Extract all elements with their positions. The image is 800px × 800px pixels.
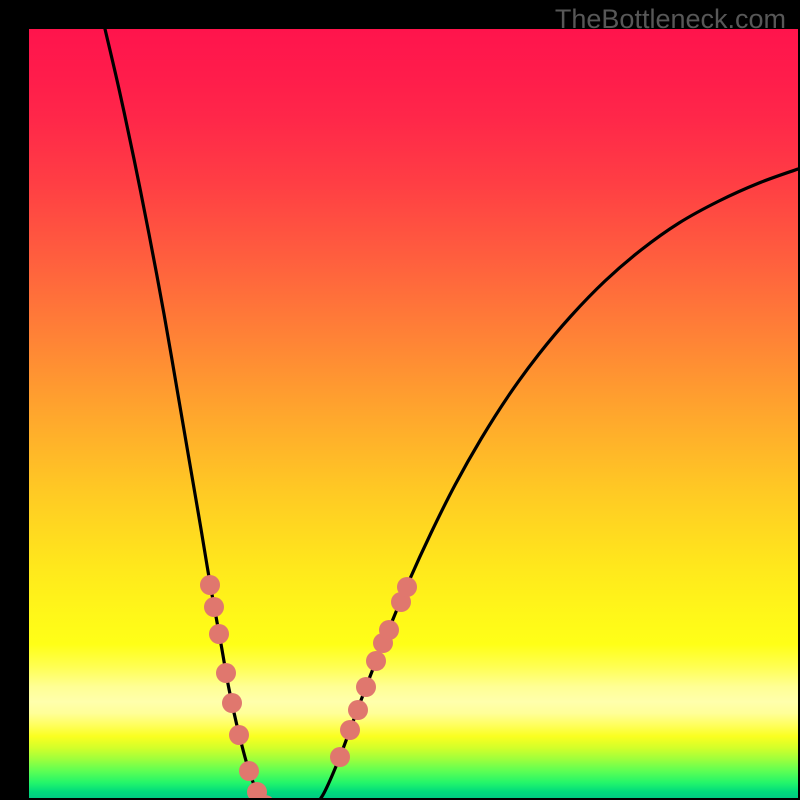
data-marker [356, 677, 376, 697]
data-marker [229, 725, 249, 745]
data-marker [348, 700, 368, 720]
data-marker [397, 577, 417, 597]
data-marker [340, 720, 360, 740]
data-marker [330, 747, 350, 767]
plot-area [29, 29, 798, 798]
data-marker [200, 575, 220, 595]
data-marker [209, 624, 229, 644]
chart-background [29, 29, 798, 798]
data-marker [239, 761, 259, 781]
data-marker [204, 597, 224, 617]
data-marker [222, 693, 242, 713]
watermark-text: TheBottleneck.com [555, 4, 786, 35]
data-marker [379, 620, 399, 640]
data-marker [216, 663, 236, 683]
chart-svg [29, 29, 798, 798]
data-marker [366, 651, 386, 671]
